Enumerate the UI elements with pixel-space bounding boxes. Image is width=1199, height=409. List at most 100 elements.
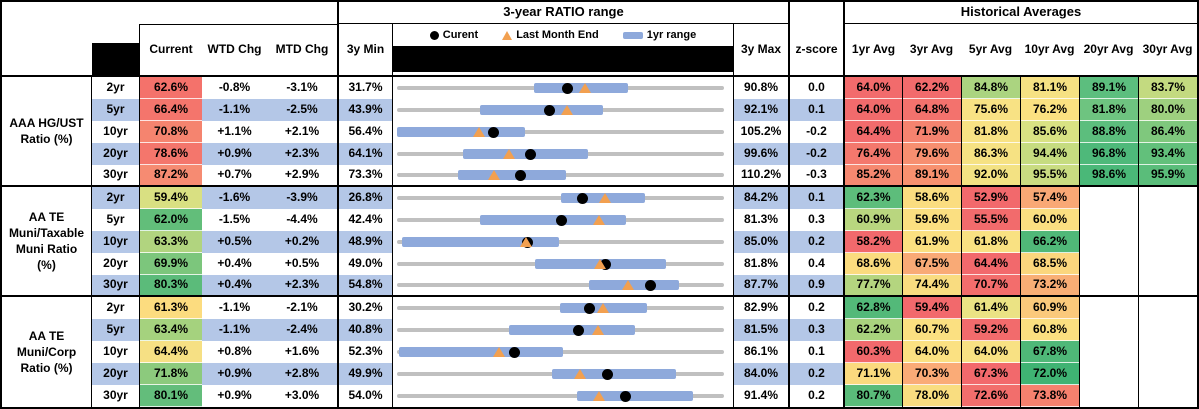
avg-cell [1079, 187, 1138, 209]
mtd-chg-cell: -3.1% [267, 77, 337, 99]
current-dot [584, 302, 596, 314]
avg-cell: 81.1% [1020, 77, 1079, 99]
range-chart-cell [392, 297, 733, 319]
max-3y-cell: 99.6% [733, 143, 788, 165]
avg-cell: 67.3% [961, 363, 1020, 385]
tenor-cell: 2yr [92, 77, 139, 99]
range-chart-cell [392, 341, 733, 363]
mtd-chg-cell: -4.4% [267, 209, 337, 231]
black-header-block [92, 43, 139, 75]
minmax-line [397, 240, 724, 244]
avg-cell: 81.8% [961, 121, 1020, 143]
avg-cell: 72.6% [961, 385, 1020, 407]
avg-cell: 84.8% [961, 77, 1020, 99]
avg-cell: 58.6% [902, 187, 961, 209]
avg-cell: 96.8% [1079, 143, 1138, 165]
mtd-chg-cell: +2.3% [267, 143, 337, 165]
current-value-cell: 63.3% [139, 231, 202, 253]
tenor-cell: 10yr [92, 121, 139, 143]
max-3y-cell: 91.4% [733, 385, 788, 407]
avg-cell [1138, 319, 1197, 341]
zscore-cell: 0.2 [788, 297, 843, 319]
range-group-title: 3-year RATIO range [337, 2, 788, 24]
avg-cell: 98.6% [1079, 165, 1138, 187]
wtd-chg-cell: -1.1% [202, 99, 267, 121]
legend-last-month-end-label: Last Month End [516, 29, 599, 42]
range-chart-cell [392, 275, 733, 297]
range-bar-1yr [458, 170, 567, 180]
avg-cell: 73.8% [1020, 385, 1079, 407]
current-value-cell: 87.2% [139, 165, 202, 187]
minmax-line [397, 283, 724, 287]
chart-legend-cell: Curent Last Month End 1yr range [392, 24, 733, 77]
avg-cell: 86.3% [961, 143, 1020, 165]
avg-cell: 88.8% [1079, 121, 1138, 143]
range-bar-1yr [552, 369, 677, 379]
last-month-end-triangle [519, 237, 532, 247]
avg-cell: 64.0% [843, 77, 902, 99]
range-track [397, 143, 724, 165]
tenor-cell: 30yr [92, 165, 139, 187]
avg-cell [1138, 253, 1197, 275]
avg-cell: 92.0% [961, 165, 1020, 187]
mtd-chg-cell: +2.9% [267, 165, 337, 187]
mtd-chg-cell: +0.2% [267, 231, 337, 253]
avg-cell: 79.6% [902, 143, 961, 165]
avg-cell [1079, 319, 1138, 341]
mtd-chg-cell: -2.4% [267, 319, 337, 341]
tenor-cell: 10yr [92, 231, 139, 253]
avg-cell: 61.8% [961, 231, 1020, 253]
avg-cell: 57.4% [1020, 187, 1079, 209]
wtd-chg-cell: +0.4% [202, 275, 267, 297]
minmax-line [397, 130, 724, 134]
min-3y-cell: 43.9% [337, 99, 392, 121]
avg-column-header-1yr: 1yr Avg [843, 24, 902, 77]
legend-current-label: Curent [442, 29, 479, 42]
tenor-cell: 20yr [92, 253, 139, 275]
avg-cell: 80.7% [843, 385, 902, 407]
avg-cell: 67.5% [902, 253, 961, 275]
last-month-end-triangle [598, 193, 611, 203]
current-value-cell: 80.3% [139, 275, 202, 297]
tenor-column-header [92, 24, 139, 77]
avg-cell [1079, 231, 1138, 253]
current-column-header: Current [139, 24, 202, 77]
avg-cell: 71.9% [902, 121, 961, 143]
current-value-cell: 59.4% [139, 187, 202, 209]
min-3y-cell: 73.3% [337, 165, 392, 187]
avg-cell: 62.2% [843, 319, 902, 341]
current-value-cell: 63.4% [139, 319, 202, 341]
tenor-cell: 30yr [92, 275, 139, 297]
last-month-end-triangle [621, 280, 634, 290]
avg-cell: 64.4% [961, 253, 1020, 275]
legend-1yr-range-label: 1yr range [646, 29, 697, 42]
wtd-chg-cell: -1.6% [202, 187, 267, 209]
avg-column-header-30yr: 30yr Avg [1138, 24, 1197, 77]
min-3y-cell: 56.4% [337, 121, 392, 143]
avg-cell: 62.8% [843, 297, 902, 319]
min-3y-cell: 49.9% [337, 363, 392, 385]
avg-cell: 55.5% [961, 209, 1020, 231]
mtd-chg-cell: -2.1% [267, 297, 337, 319]
avg-cell: 85.6% [1020, 121, 1079, 143]
avg-cell: 60.9% [843, 209, 902, 231]
max-3y-cell: 81.8% [733, 253, 788, 275]
range-track [397, 297, 724, 319]
avg-cell: 60.8% [1020, 319, 1079, 341]
avg-cell: 74.4% [902, 275, 961, 297]
avg-cell [1079, 297, 1138, 319]
avg-cell: 81.8% [1079, 99, 1138, 121]
avg-cell [1079, 275, 1138, 297]
avg-cell: 80.0% [1138, 99, 1197, 121]
current-dot [573, 324, 585, 336]
legend-1yr-range-item: 1yr range [622, 29, 697, 42]
avg-column-header-5yr: 5yr Avg [961, 24, 1020, 77]
max-3y-cell: 82.9% [733, 297, 788, 319]
zscore-cell: 0.0 [788, 77, 843, 99]
current-value-cell: 62.0% [139, 209, 202, 231]
wtd-chg-cell: +0.7% [202, 165, 267, 187]
mtd-chg-cell: +2.8% [267, 363, 337, 385]
avg-cell: 64.0% [961, 341, 1020, 363]
current-value-cell: 71.8% [139, 363, 202, 385]
min-3y-cell: 42.4% [337, 209, 392, 231]
